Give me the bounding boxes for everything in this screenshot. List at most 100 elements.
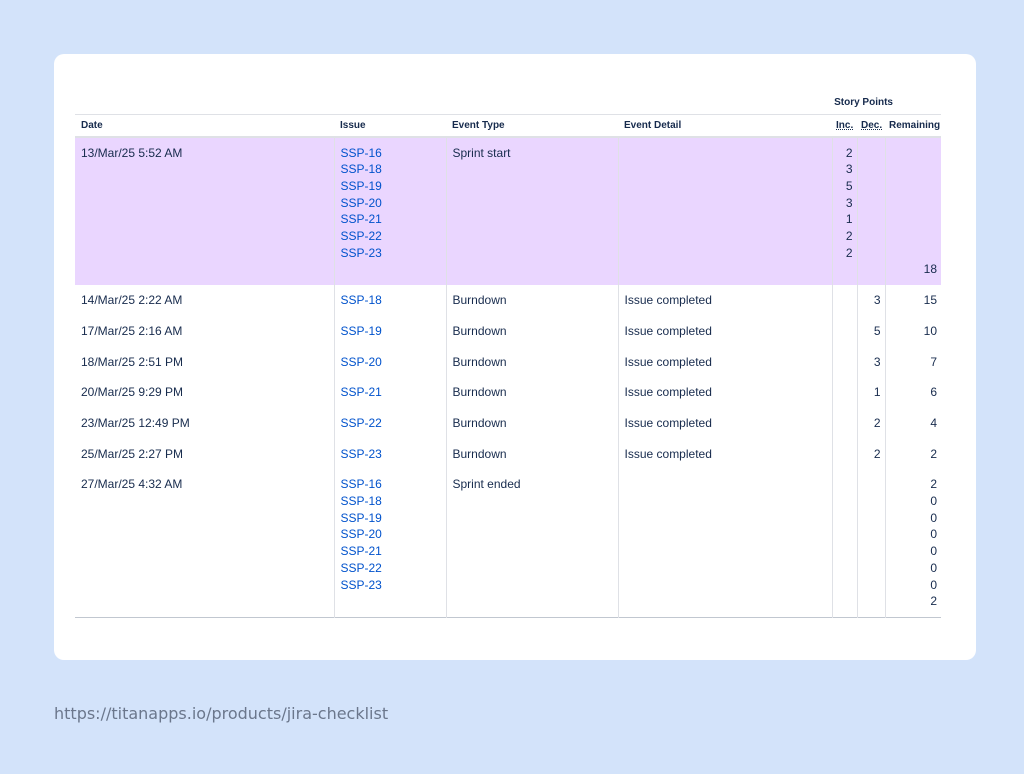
cell-dec: 3 [856,285,885,316]
remaining-value [892,178,938,195]
cell-remaining: 4 [884,407,941,439]
cell-dec: 5 [856,315,885,347]
issue-link[interactable]: SSP-21 [340,212,382,227]
column-header-event-detail[interactable]: Event Detail [618,114,832,138]
sprint-events-table: Date Issue Event Type Event Detail Inc. … [75,114,941,618]
cell-event-detail [617,469,832,618]
dec-abbr: Dec. [861,119,883,131]
remaining-value: 0 [930,510,937,525]
table-body: 13/Mar/25 5:52 AM SSP-16 SSP-18 SSP-19 SSP-2… [75,136,941,618]
cell-remaining: 2 [884,438,941,470]
column-header-event-type[interactable]: Event Type [446,114,618,138]
remaining-value: 15 [923,293,937,308]
cell-date: 18/Mar/25 2:51 PM [81,354,184,369]
cell-inc [831,469,857,618]
story-points-group-header: Story Points [834,97,893,108]
inc-value: 3 [845,195,853,210]
issue-link[interactable]: SSP-19 [340,510,382,525]
cell-event-type: Sprint start [445,136,618,286]
issue-link[interactable]: SSP-22 [340,229,382,244]
cell-date: 17/Mar/25 2:16 AM [81,323,183,338]
issue-link[interactable]: SSP-20 [340,195,382,210]
cell-dec: 1 [856,377,885,408]
dec-value: 1 [873,385,881,400]
cell-date: 27/Mar/25 4:32 AM [81,477,183,492]
table-row: 25/Mar/25 2:27 PM SSP-23 Burndown Issue com… [75,438,941,470]
issue-link[interactable]: SSP-16 [340,477,382,492]
cell-issues: SSP-20 [333,346,446,378]
cell-event-detail: Issue completed [617,315,832,347]
remaining-value: 0 [930,527,937,542]
issue-link[interactable]: SSP-22 [340,415,382,430]
inc-value: 3 [845,162,853,177]
cell-event-type: Burndown [445,377,618,408]
cell-date: 25/Mar/25 2:27 PM [81,446,184,461]
issue-link[interactable]: SSP-20 [340,527,382,542]
cell-date: 14/Mar/25 2:22 AM [81,293,183,308]
issue-link[interactable]: SSP-18 [340,494,382,509]
cell-inc [831,407,857,439]
cell-issues: SSP-16 SSP-18 SSP-19 SSP-20 SSP-21 SSP-22 SSP-… [333,469,446,618]
cell-remaining: 18 [884,136,941,286]
remaining-value [892,245,938,262]
table-row: 17/Mar/25 2:16 AM SSP-19 Burndown Issue com… [75,315,941,347]
issue-link[interactable]: SSP-23 [340,577,382,592]
issue-link[interactable]: SSP-20 [340,354,382,369]
inc-value: 5 [845,178,853,193]
issue-link[interactable]: SSP-18 [340,162,382,177]
cell-event-type: Burndown [445,407,618,439]
dec-value: 3 [873,354,881,369]
column-header-issue[interactable]: Issue [334,114,446,138]
cell-inc [831,438,857,470]
table-row: 27/Mar/25 4:32 AM SSP-16 SSP-18 SSP-19 SSP-2… [75,469,941,618]
column-header-remaining[interactable]: Remaining [885,114,941,138]
remaining-value: 0 [930,494,937,509]
remaining-value: 6 [930,385,937,400]
cell-dec: 2 [856,407,885,439]
dec-value: 5 [873,323,881,338]
cell-issues: SSP-19 [333,315,446,347]
cell-issues: SSP-23 [333,438,446,470]
issue-link[interactable]: SSP-21 [340,544,382,559]
cell-inc [831,285,857,316]
issue-link[interactable]: SSP-19 [340,178,382,193]
remaining-value: 2 [930,477,937,492]
cell-event-type: Burndown [445,438,618,470]
table-header-row: Date Issue Event Type Event Detail Inc. … [75,114,941,138]
table-row: 14/Mar/25 2:22 AM SSP-18 Burndown Issue com… [75,285,941,316]
cell-inc [831,315,857,347]
issue-link[interactable]: SSP-23 [340,245,382,260]
issue-link[interactable]: SSP-22 [340,560,382,575]
cell-dec [856,469,885,618]
table-row: 13/Mar/25 5:52 AM SSP-16 SSP-18 SSP-19 SSP-2… [75,136,941,286]
cell-issues: SSP-22 [333,407,446,439]
cell-remaining: 15 [884,285,941,316]
column-header-inc[interactable]: Inc. [832,114,857,138]
report-card: Story Points Date Issue Event Type Event… [54,54,976,660]
cell-event-type: Burndown [445,285,618,316]
remaining-value: 2 [930,594,937,609]
remaining-value: 18 [923,262,937,277]
cell-dec [856,136,885,286]
remaining-value: 0 [930,560,937,575]
cell-inc [831,377,857,408]
inc-abbr: Inc. [836,119,854,131]
issue-link[interactable]: SSP-19 [340,323,382,338]
dec-value: 3 [873,293,881,308]
issue-link[interactable]: SSP-21 [340,385,382,400]
remaining-value: 7 [930,354,937,369]
issue-link[interactable]: SSP-16 [340,145,382,160]
cell-issues: SSP-16 SSP-18 SSP-19 SSP-20 SSP-21 SSP-22 SSP-… [333,136,446,286]
cell-remaining: 7 [884,346,941,378]
column-header-date[interactable]: Date [75,114,334,138]
issue-link[interactable]: SSP-23 [340,446,382,461]
cell-event-detail [617,136,832,286]
cell-event-detail: Issue completed [617,407,832,439]
issue-link[interactable]: SSP-18 [340,293,382,308]
cell-dec: 2 [856,438,885,470]
remaining-value: 0 [930,577,937,592]
cell-event-type: Burndown [445,315,618,347]
column-header-dec[interactable]: Dec. [857,114,885,138]
